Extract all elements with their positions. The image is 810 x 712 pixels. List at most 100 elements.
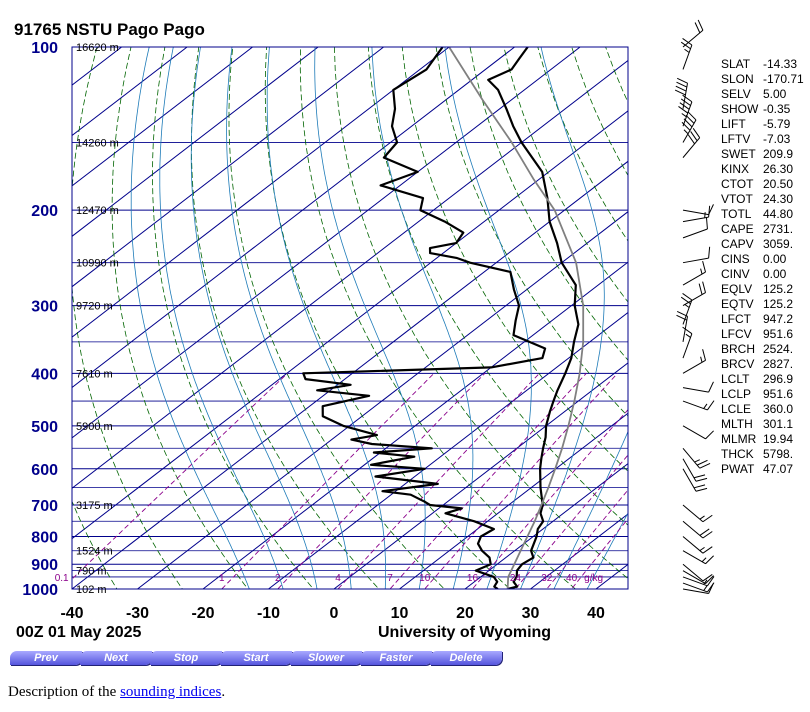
temperature-tick-label: 0 bbox=[330, 605, 339, 622]
faster-button[interactable]: Faster bbox=[360, 651, 432, 665]
wind-barb-flag bbox=[687, 111, 697, 121]
wind-barb-shaft bbox=[682, 400, 708, 411]
index-value: 296.9 bbox=[763, 372, 794, 386]
pressure-tick-label: 500 bbox=[31, 419, 58, 436]
index-row: SWET 209.9 bbox=[721, 147, 807, 162]
wind-barb bbox=[682, 570, 714, 585]
index-name: MLTH bbox=[721, 417, 753, 431]
prev-button[interactable]: Prev bbox=[10, 651, 82, 665]
wind-barb bbox=[682, 550, 714, 565]
index-value: 209.9 bbox=[763, 147, 794, 161]
height-label: 12470 m bbox=[76, 205, 119, 217]
wind-barb-flag bbox=[676, 81, 688, 88]
isotherm-line bbox=[72, 47, 253, 187]
index-value: -0.35 bbox=[763, 102, 791, 116]
index-value: 19.94 bbox=[763, 432, 794, 446]
wind-barb-flag bbox=[695, 477, 708, 482]
index-name: LFCV bbox=[721, 327, 752, 341]
mixing-ratio-label: 4 bbox=[335, 573, 341, 584]
wind-barb-flag bbox=[694, 22, 701, 34]
moist-adiabat-line bbox=[190, 47, 318, 589]
mixing-ratio-label: g/kg bbox=[584, 573, 603, 584]
index-row: CAPV 3059. bbox=[721, 237, 807, 252]
index-value: 951.6 bbox=[763, 327, 794, 341]
index-name: SLON bbox=[721, 72, 754, 86]
dry-adiabat-line bbox=[190, 47, 380, 589]
index-row: CINS 0.00 bbox=[721, 252, 807, 267]
wind-barb-shaft bbox=[682, 299, 693, 325]
index-name: LFTV bbox=[721, 132, 751, 146]
start-button[interactable]: Start bbox=[220, 651, 292, 665]
wind-barb-shaft bbox=[682, 576, 708, 587]
wind-barb-flag bbox=[697, 19, 704, 31]
mixing-ratio-label: 40 bbox=[566, 573, 578, 584]
wind-barb bbox=[682, 204, 714, 216]
index-name: CTOT bbox=[721, 177, 754, 191]
index-value: -170.71 bbox=[763, 72, 804, 86]
wind-barb-shaft bbox=[682, 292, 706, 307]
mixing-ratio-label: 2 bbox=[275, 573, 281, 584]
temperature-tick-label: 30 bbox=[522, 605, 540, 622]
index-value: 360.0 bbox=[763, 402, 794, 416]
wind-barb bbox=[682, 536, 713, 554]
wind-barb-flag bbox=[707, 400, 715, 411]
index-value: 5798. bbox=[763, 447, 794, 461]
sounding-indices-link[interactable]: sounding indices bbox=[120, 684, 222, 700]
wind-barb bbox=[682, 217, 708, 239]
height-label: 102 m bbox=[76, 584, 107, 596]
sounding-traces bbox=[302, 47, 585, 589]
index-row: LCLT 296.9 bbox=[721, 372, 807, 387]
wind-barb-flag bbox=[696, 459, 708, 466]
wind-barb bbox=[682, 246, 711, 264]
wind-barb-flag bbox=[702, 531, 713, 539]
wind-barb-shaft bbox=[682, 520, 704, 539]
wind-barb-shaft bbox=[682, 333, 693, 359]
stop-button[interactable]: Stop bbox=[150, 651, 222, 665]
delete-button[interactable]: Delete bbox=[430, 651, 502, 665]
index-name: TOTL bbox=[721, 207, 752, 221]
slower-button[interactable]: Slower bbox=[290, 651, 362, 665]
dry-adiabat-line bbox=[401, 47, 628, 472]
index-value: 947.2 bbox=[763, 312, 794, 326]
index-row: KINX 26.30 bbox=[721, 162, 807, 177]
wind-barb bbox=[682, 425, 714, 440]
index-value: 2731. bbox=[763, 222, 794, 236]
wind-barb-half-flag bbox=[683, 129, 689, 135]
index-name: EQTV bbox=[721, 297, 754, 311]
wind-barb bbox=[682, 520, 713, 539]
index-row: SLON -170.71 bbox=[721, 72, 807, 87]
temperature-tick-label: 40 bbox=[587, 605, 605, 622]
index-value: 0.00 bbox=[763, 267, 787, 281]
dry-adiabat-line bbox=[228, 47, 445, 589]
next-button[interactable]: Next bbox=[80, 651, 152, 665]
wind-barb-shaft bbox=[682, 588, 709, 595]
mixing-ratio-line bbox=[221, 372, 435, 589]
wind-barb-flag bbox=[687, 134, 695, 145]
moist-adiabat-line bbox=[314, 47, 426, 589]
wind-barb-flag bbox=[705, 555, 714, 565]
index-row: BRCH 2524. bbox=[721, 342, 807, 357]
mixing-ratio-line bbox=[514, 454, 628, 589]
index-row: LFTV -7.03 bbox=[721, 132, 807, 147]
height-label: 16620 m bbox=[76, 42, 119, 54]
isotherm-line bbox=[137, 211, 628, 589]
wind-barb-flag bbox=[699, 462, 711, 469]
wind-barb-half-flag bbox=[684, 48, 690, 53]
dry-adiabat-line bbox=[111, 47, 249, 589]
index-name: SHOW bbox=[721, 102, 759, 116]
wind-barb-flag bbox=[675, 85, 687, 92]
index-value: -14.33 bbox=[763, 57, 798, 71]
wind-barbs bbox=[674, 19, 715, 595]
wind-barb-flag bbox=[693, 474, 706, 479]
dry-adiabat-line bbox=[367, 47, 628, 526]
wind-barb-shaft bbox=[682, 582, 708, 593]
wind-barb-shaft bbox=[682, 570, 706, 585]
moist-adiabat-line bbox=[444, 47, 532, 589]
wind-barb-flag bbox=[705, 430, 714, 440]
wind-barb-shaft bbox=[682, 29, 704, 48]
wind-barb-half-flag bbox=[703, 585, 708, 591]
mixing-ratio-line bbox=[337, 372, 540, 589]
index-value: 125.2 bbox=[763, 297, 794, 311]
pressure-tick-label: 100 bbox=[31, 40, 58, 57]
